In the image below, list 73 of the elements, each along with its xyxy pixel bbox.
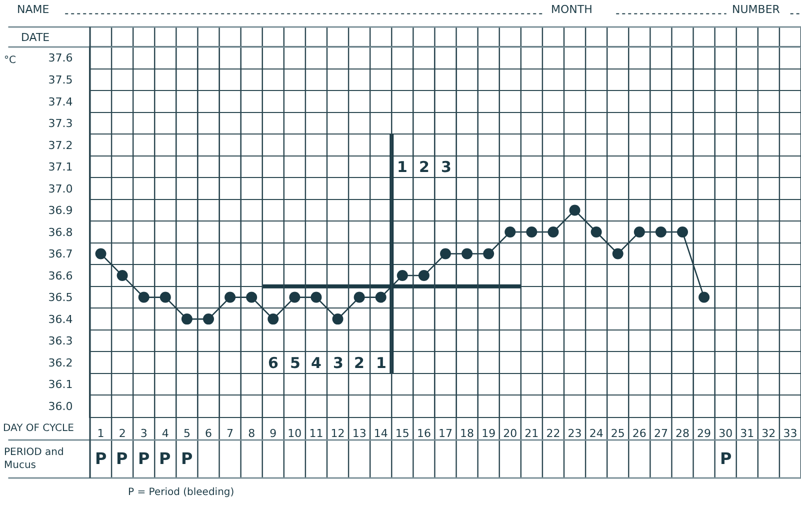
x-tick-label: 10	[288, 427, 302, 440]
text: MONTH	[551, 3, 592, 16]
x-tick-label: 31	[740, 427, 754, 440]
x-axis-title: DAY OF CYCLE	[3, 423, 74, 434]
annotation: 3	[441, 158, 452, 176]
y-tick-label: 36.3	[48, 334, 73, 348]
x-tick-label: 1	[97, 427, 104, 440]
y-tick-label: 37.6	[48, 52, 73, 65]
text: P	[159, 449, 171, 468]
text: P	[95, 449, 107, 468]
x-tick-label: 22	[546, 427, 560, 440]
text: P = Period (bleeding)	[128, 487, 234, 498]
annotation: 2	[419, 158, 430, 176]
text: DATE	[21, 31, 50, 44]
annotation: 5	[290, 354, 300, 372]
x-tick-label: 3	[140, 427, 148, 440]
x-tick-label: 17	[438, 427, 452, 440]
x-tick-label: 33	[783, 427, 798, 440]
annotation: 1	[397, 158, 408, 176]
y-tick-label: 36.6	[48, 269, 73, 282]
annotation: 2	[354, 354, 364, 372]
y-tick-label: 36.1	[48, 378, 73, 392]
x-tick-label: 20	[503, 427, 518, 440]
text: P	[181, 449, 193, 468]
x-tick-label: 15	[395, 427, 410, 440]
x-tick-label: 5	[183, 427, 190, 440]
text: NUMBER	[732, 3, 780, 16]
x-tick-label: 26	[632, 427, 646, 440]
y-tick-label: 36.2	[48, 356, 73, 370]
x-tick-label: 23	[568, 427, 582, 440]
text: P	[138, 449, 150, 468]
x-tick-label: 6	[205, 427, 212, 440]
y-tick-label: 36.5	[48, 291, 73, 304]
y-tick-label: 36.8	[48, 226, 73, 239]
y-tick-label: 36.4	[48, 312, 73, 326]
x-tick-label: 28	[676, 427, 690, 440]
x-tick-label: 32	[762, 427, 776, 440]
x-tick-label: 16	[416, 427, 431, 440]
y-tick-label: 36.9	[48, 204, 73, 218]
annotation: 4	[311, 354, 322, 372]
x-tick-label: 14	[374, 427, 388, 440]
y-tick-label: 36.7	[48, 248, 73, 261]
x-tick-label: 9	[270, 427, 277, 440]
text: NAME	[17, 3, 50, 16]
annotation: 1	[376, 354, 386, 372]
x-tick-label: 30	[718, 427, 733, 440]
x-tick-label: 29	[697, 427, 712, 440]
x-tick-label: 27	[654, 427, 668, 440]
y-tick-label: 37.0	[48, 182, 73, 196]
y-tick-label: 37.3	[48, 117, 73, 130]
x-tick-label: 11	[309, 427, 324, 440]
x-tick-label: 4	[162, 427, 169, 440]
annotation: 3	[333, 354, 344, 372]
annotation: 6	[268, 354, 278, 372]
y-tick-label: 37.1	[48, 160, 73, 174]
x-tick-label: 21	[524, 427, 539, 440]
y-tick-label: 37.2	[48, 138, 73, 152]
x-tick-label: 24	[589, 427, 604, 440]
x-tick-label: 7	[226, 427, 234, 440]
x-tick-label: 19	[482, 427, 496, 440]
x-tick-label: 8	[248, 427, 256, 440]
x-tick-label: 13	[352, 427, 366, 440]
y-axis-title: °C	[4, 55, 16, 66]
y-tick-label: 36.0	[48, 400, 73, 413]
text: P	[720, 449, 732, 468]
text: PERIOD and Mucus	[4, 447, 64, 471]
x-tick-label: 25	[610, 427, 625, 440]
text: P	[116, 449, 128, 468]
y-tick-label: 37.4	[48, 95, 73, 108]
y-tick-label: 37.5	[48, 74, 73, 86]
x-tick-label: 12	[330, 427, 345, 440]
x-tick-label: 2	[118, 427, 126, 440]
x-tick-label: 18	[460, 427, 474, 440]
